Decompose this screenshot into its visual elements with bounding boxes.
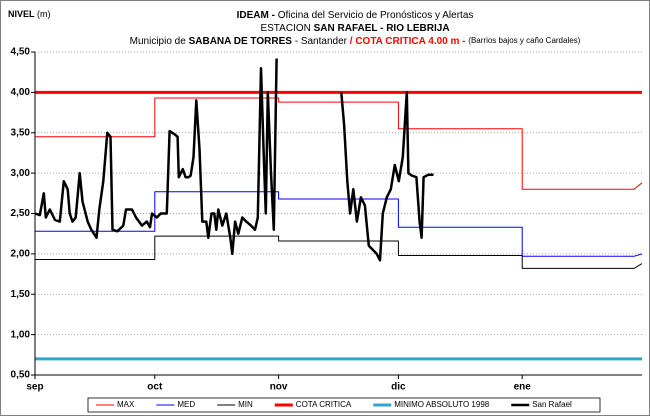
y-tick-label: 1,50 — [11, 289, 31, 300]
title-part: COTA CRITICA 4.00 m - — [355, 36, 468, 47]
title-part: Municipio de — [130, 36, 189, 47]
x-tick-label: sep — [26, 382, 43, 393]
y-label-part: (m) — [35, 9, 51, 19]
y-label-part: NIVEL — [8, 9, 35, 19]
title-part: IDEAM - — [237, 10, 275, 21]
y-tick-label: 0,50 — [11, 370, 31, 381]
x-tick-label: ene — [514, 382, 532, 393]
title-part: Oficina del Servicio de Pronósticos y Al… — [275, 10, 473, 21]
y-tick-label: 3,00 — [11, 168, 31, 179]
axes: 0,50 1,00 1,50 2,00 2,50 3,00 3,50 4,00 4,50 sep o… — [11, 47, 642, 393]
series-line — [34, 58, 434, 262]
title-line1: IDEAM - Oficina del Servicio de Pronósti… — [237, 10, 474, 21]
y-tick-label: 2,50 — [11, 208, 31, 219]
legend-label: MED — [177, 400, 195, 409]
title-part: / — [350, 36, 356, 47]
legend-label: COTA CRITICA — [296, 400, 352, 409]
title-part: SAN RAFAEL - RIO LEBRIJA — [314, 23, 450, 34]
legend-box — [87, 397, 601, 413]
legend-label: MIN — [238, 400, 253, 409]
legend-label: MAX — [117, 400, 135, 409]
series-line — [35, 97, 643, 190]
x-tick-label: nov — [270, 382, 288, 393]
title-part: (Barrios bajos y caño Cardales) — [468, 36, 580, 45]
x-tick-label: dic — [391, 382, 406, 393]
title-part: SABANA DE TORRES — [189, 36, 293, 47]
legend-label: MINIMO ABSOLUTO 1998 — [394, 400, 490, 409]
title-part: - Santander — [292, 36, 350, 47]
y-tick-label: 1,00 — [11, 329, 31, 340]
title-part: ESTACION — [260, 23, 313, 34]
title-line2: ESTACION SAN RAFAEL - RIO LEBRIJA — [260, 23, 449, 34]
series-line — [35, 191, 643, 257]
legend-label: San Rafael — [532, 400, 572, 409]
y-tick-label: 2,00 — [11, 249, 31, 260]
x-tick-label: oct — [147, 382, 163, 393]
lines — [34, 58, 643, 361]
y-tick-label: 3,50 — [11, 127, 31, 138]
legend: MAX MED MIN COTA CRITICA MINIMO ABSOLUTO 199… — [96, 400, 572, 409]
series-line — [35, 235, 643, 269]
y-tick-label: 4,00 — [11, 87, 31, 98]
y-axis-label: NIVEL (m) — [8, 9, 51, 19]
title-line3: Municipio de SABANA DE TORRES - Santande… — [130, 36, 581, 47]
y-tick-label: 4,50 — [11, 47, 31, 58]
